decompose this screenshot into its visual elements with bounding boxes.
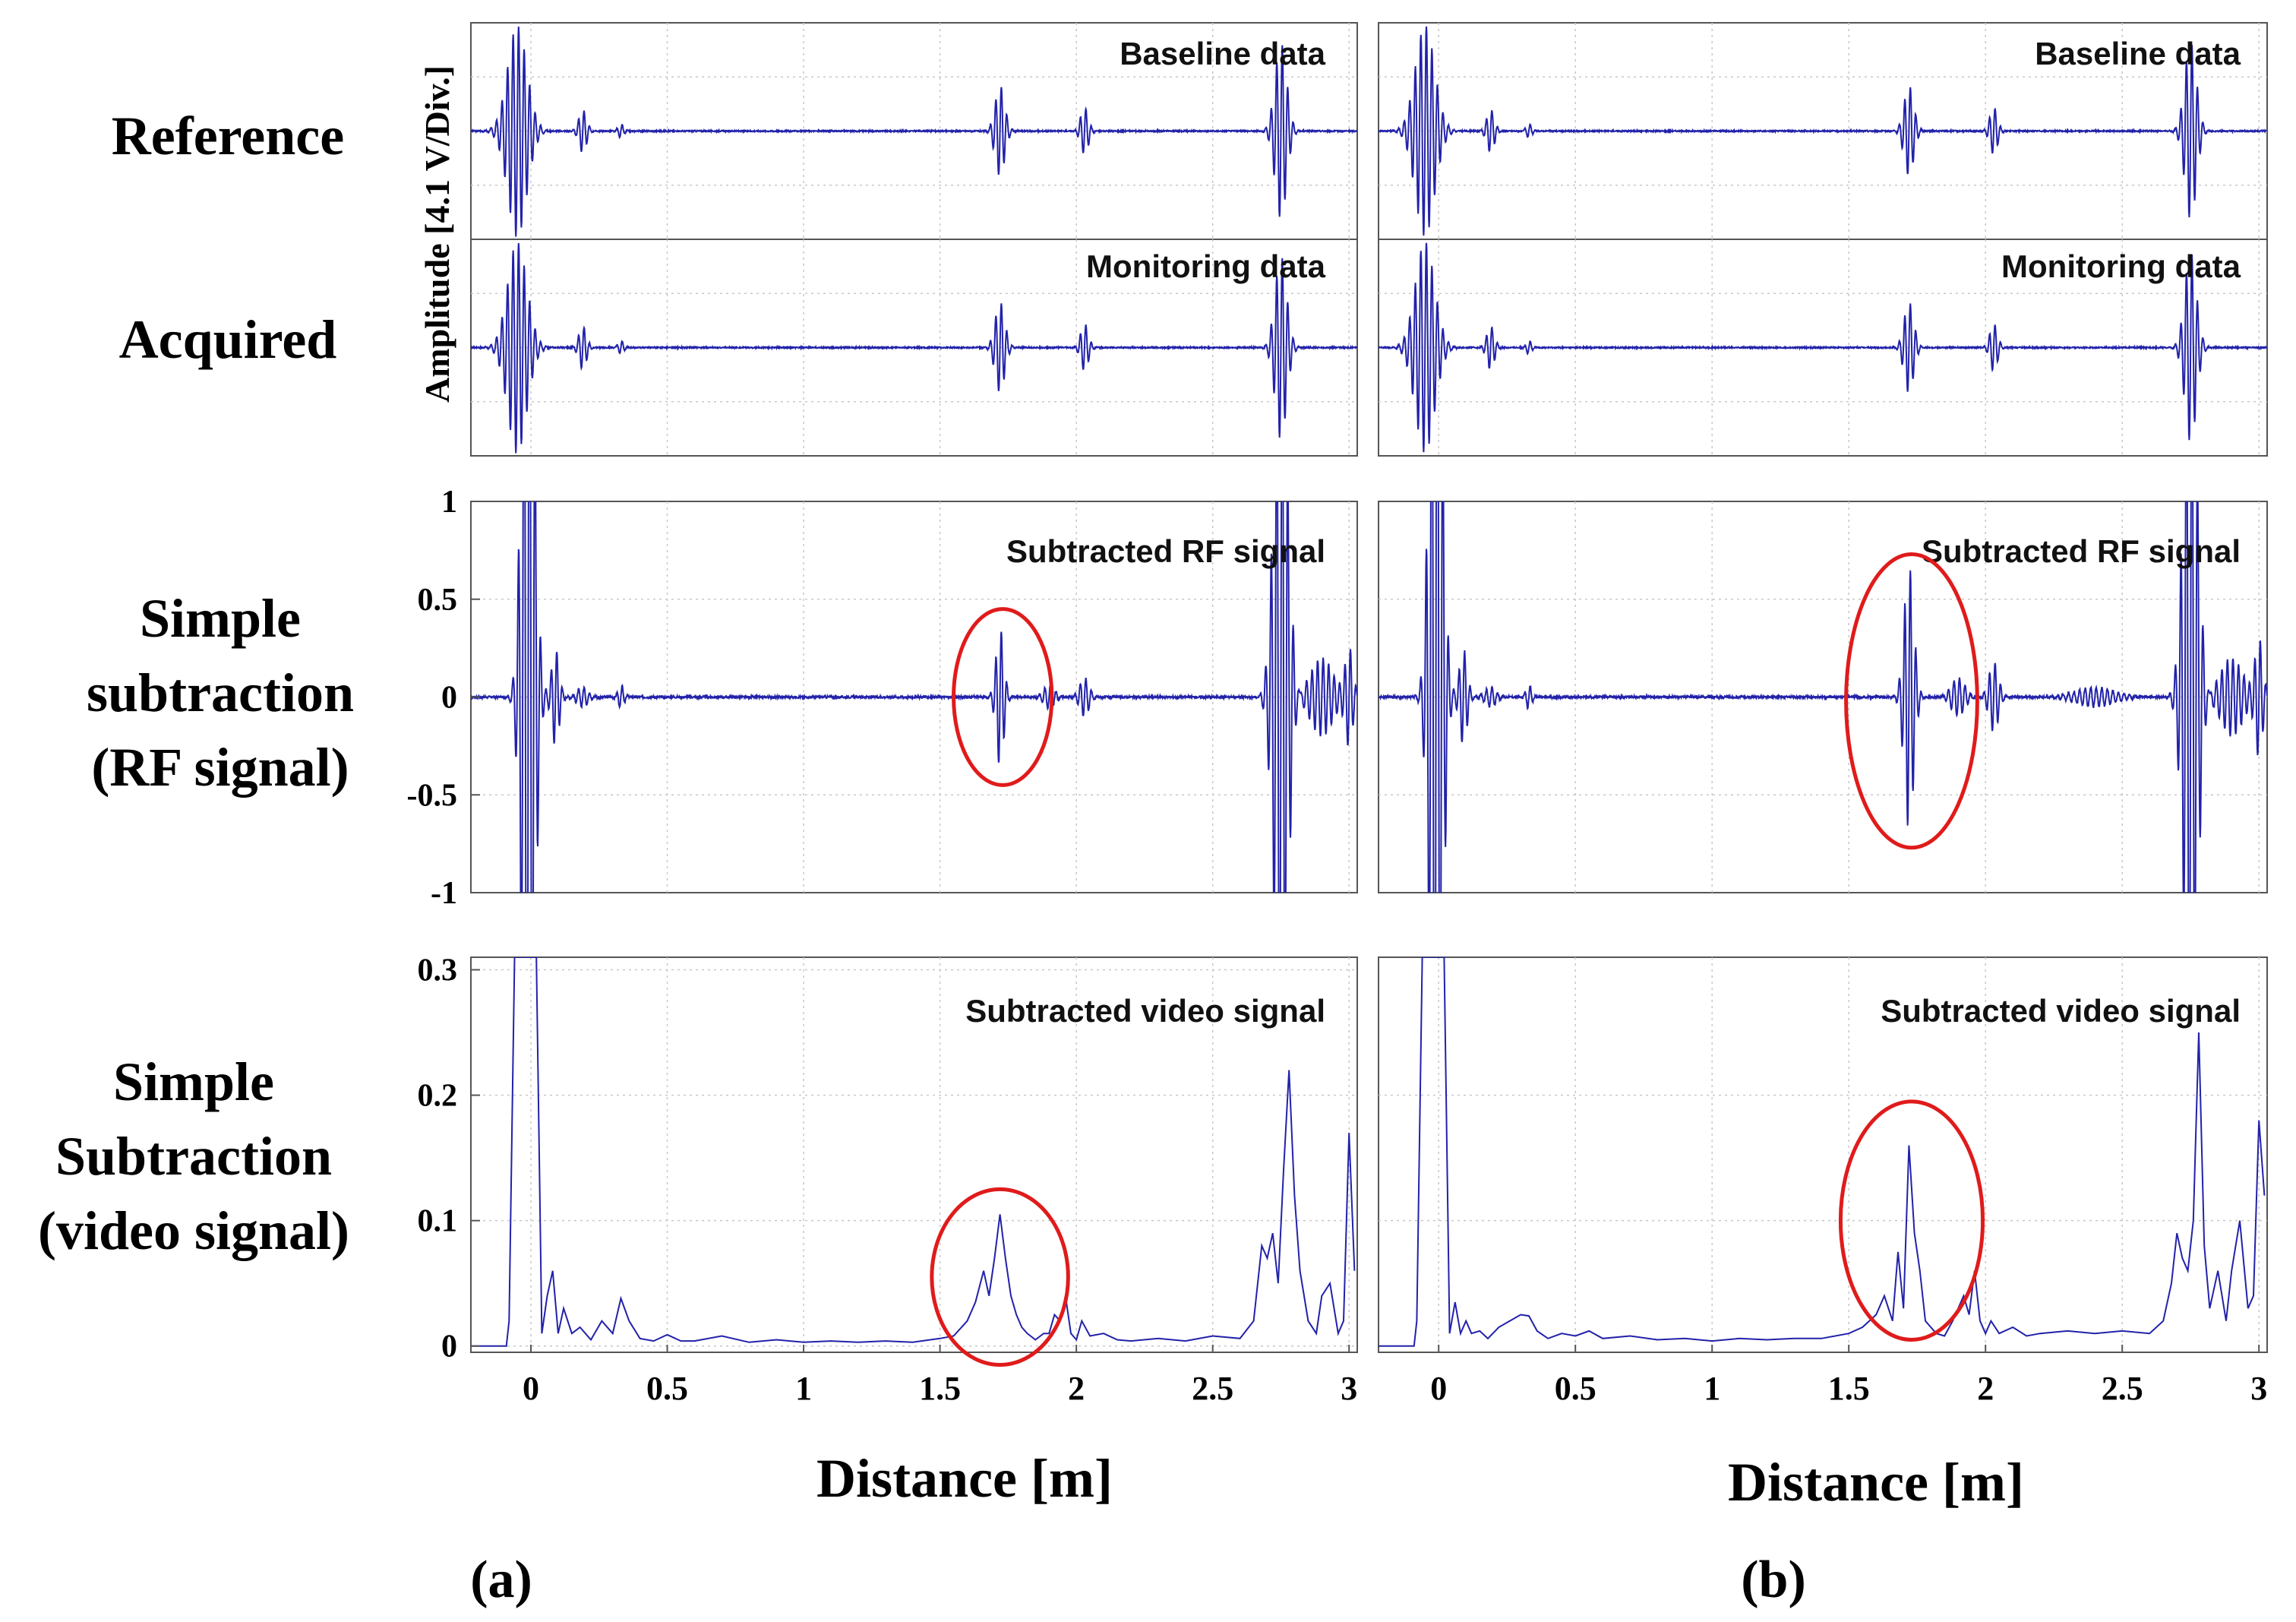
row-label-video-line3: (video signal) xyxy=(37,1200,350,1261)
panel-a-2-series-line xyxy=(471,501,1357,893)
panel-a-2-ytick-label: -1 xyxy=(431,876,457,911)
row-label-rf-line3: (RF signal) xyxy=(91,737,349,798)
panel-b-0-title: Baseline data xyxy=(2035,36,2241,71)
row-label-acquired: Acquired xyxy=(118,309,337,370)
row-label-video-line1: Simple xyxy=(112,1051,275,1112)
panel-a-3-xtick-label: 2.5 xyxy=(1192,1370,1233,1407)
panel-a-3-xtick-label: 0.5 xyxy=(646,1370,688,1407)
panel-b-3-xtick-label: 1.5 xyxy=(1828,1370,1870,1407)
panel-a-2-ytick-label: 0.5 xyxy=(418,583,458,618)
row-label-rf-line1: Simple xyxy=(139,588,302,649)
panel-b-2-title: Subtracted RF signal xyxy=(1922,533,2241,569)
panel-b-3-xtick-label: 2 xyxy=(1977,1370,1994,1407)
panel-b-3-highlight-ellipse xyxy=(1838,1099,1985,1342)
x-axis-label-b: Distance [m] xyxy=(1728,1452,2024,1513)
panel-a-3-ytick-label: 0.3 xyxy=(418,953,458,988)
panel-b-3-series-line xyxy=(1379,957,2266,1347)
panel-a-3-ytick-label: 0.2 xyxy=(418,1079,458,1114)
panel-b-3-xtick-label: 1 xyxy=(1704,1370,1720,1407)
panel-b-3-frame xyxy=(1378,956,2268,1353)
panel-b-1-series-line xyxy=(1379,242,2267,453)
panel-b-3-xtick-label: 3 xyxy=(2250,1370,2267,1407)
panel-a-3-highlight-ellipse xyxy=(930,1187,1070,1367)
panel-b-0-series-line xyxy=(1379,26,2267,236)
subfigure-label-a: (a) xyxy=(470,1551,532,1609)
panel-a-3-xtick-label: 1 xyxy=(795,1370,812,1407)
panel-a-0-series-line xyxy=(471,27,1357,237)
panel-a-3-ytick-label: 0.1 xyxy=(418,1204,458,1239)
panel-a-3-ytick-label: 0 xyxy=(441,1330,457,1364)
row-label-rf: Simple subtraction (RF signal) xyxy=(30,581,410,805)
panel-a-0-title: Baseline data xyxy=(1120,36,1325,71)
panel-b-3-xtick-label: 2.5 xyxy=(2102,1370,2143,1407)
panel-a-2-ytick-label: 1 xyxy=(441,485,457,520)
panel-b-2-highlight-ellipse xyxy=(1844,552,1979,850)
row-label-video: Simple Subtraction (video signal) xyxy=(0,1045,387,1268)
x-axis-label-a: Distance [m] xyxy=(816,1448,1113,1509)
panel-a-3-xtick-label: 2 xyxy=(1068,1370,1085,1407)
row-label-rf-line2: subtraction xyxy=(86,662,355,723)
panel-b-3-title: Subtracted video signal xyxy=(1881,993,2241,1029)
y-axis-label: Amplitude [4.1 V/Div.] xyxy=(418,65,456,403)
panel-a-2-ytick-label: -0.5 xyxy=(407,778,458,813)
panel-a-3-frame xyxy=(470,956,1358,1353)
panel-b-3-xtick-label: 0 xyxy=(1430,1370,1447,1407)
subfigure-label-b: (b) xyxy=(1741,1551,1806,1609)
panel-a-1-title: Monitoring data xyxy=(1086,248,1326,284)
panel-b-2-series-line xyxy=(1379,501,2267,893)
panel-a-3-xtick-label: 0 xyxy=(523,1370,539,1407)
panel-a-2-ytick-label: 0 xyxy=(441,681,457,716)
panel-b-1-title: Monitoring data xyxy=(2001,248,2241,284)
panel-b-3-xtick-label: 0.5 xyxy=(1555,1370,1596,1407)
panel-a-1-series-line xyxy=(471,243,1357,454)
row-label-reference: Reference xyxy=(111,106,345,166)
panel-a-3-xtick-label: 3 xyxy=(1341,1370,1357,1407)
panel-a-3-title: Subtracted video signal xyxy=(965,993,1325,1029)
row-label-video-line2: Subtraction xyxy=(55,1126,333,1187)
panel-a-2-highlight-ellipse xyxy=(952,607,1054,787)
panel-a-3-xtick-label: 1.5 xyxy=(919,1370,961,1407)
panel-a-3-series-line xyxy=(471,957,1356,1347)
panel-a-2-title: Subtracted RF signal xyxy=(1006,533,1325,569)
